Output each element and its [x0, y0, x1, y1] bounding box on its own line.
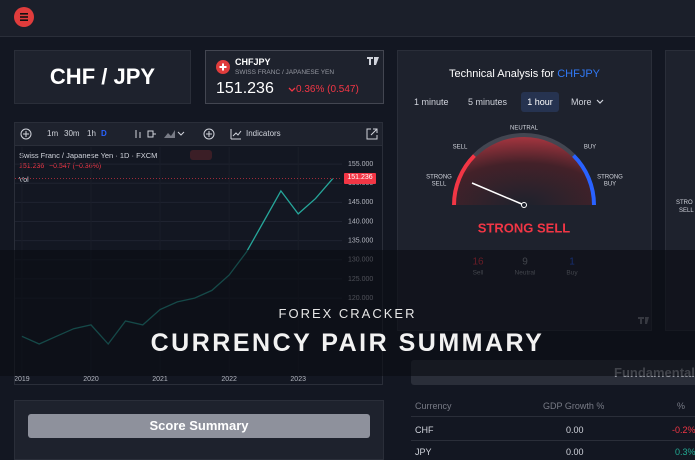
- cell: -0.2%: [672, 425, 695, 435]
- ticker-price: 151.236: [216, 80, 274, 97]
- y-tick-label: 135.000: [348, 238, 373, 245]
- score-panel: Score Summary: [14, 400, 384, 460]
- x-tick-label: 2019: [15, 376, 30, 383]
- side-label: STRO: [676, 200, 693, 206]
- pair-title-box: CHF / JPY: [14, 50, 191, 104]
- interval[interactable]: 1h: [87, 129, 96, 138]
- ticker-symbol: CHFJPY: [235, 57, 271, 67]
- technical-title-text: Technical Analysis for: [448, 68, 555, 80]
- column-header: %: [677, 401, 686, 411]
- fundamental-table: Currency GDP Growth % % CHF 0.00 -0.2% J…: [411, 396, 695, 457]
- x-tick-label: 2022: [221, 376, 237, 383]
- menu-button[interactable]: [13, 6, 35, 28]
- y-tick-label: 155.000: [348, 161, 373, 168]
- last-price-tag: 151.236: [344, 173, 376, 184]
- cell: 0.00: [566, 425, 584, 435]
- interval[interactable]: D: [101, 129, 107, 138]
- row-divider: [411, 440, 695, 441]
- tv-logo: [367, 57, 379, 65]
- legend-volume: Vol: [19, 177, 29, 184]
- x-tick-label: 2021: [152, 376, 168, 383]
- ticker-name: SWISS FRANC / JAPANESE YEN: [235, 69, 335, 76]
- chart-tools[interactable]: [134, 128, 194, 140]
- score-summary-button[interactable]: Score Summary: [28, 414, 370, 438]
- gauge-label: SELL: [453, 145, 468, 151]
- x-tick-label: 2020: [83, 376, 99, 383]
- technical-symbol: CHFJPY: [557, 68, 600, 80]
- last-price-label: 151.236: [347, 174, 373, 181]
- overlay-kicker: FOREX CRACKER: [278, 306, 417, 321]
- gauge-label: BUY: [604, 182, 616, 188]
- pair-title: CHF / JPY: [49, 64, 156, 89]
- legend-title: Swiss Franc / Japanese Yen · 1D · FXCM: [19, 151, 158, 160]
- cell: 0.3%: [675, 447, 695, 457]
- add-symbol[interactable]: [20, 128, 32, 140]
- popout[interactable]: [366, 128, 378, 140]
- cell: 0.00: [566, 447, 584, 457]
- score-summary-label: Score Summary: [149, 418, 249, 433]
- ticker-change: 0.36% (0.547): [296, 84, 359, 95]
- interval[interactable]: 30m: [64, 129, 80, 138]
- legend-change: −0.547 (−0.36%): [49, 163, 102, 170]
- x-tick-label: 2023: [290, 376, 306, 383]
- gauge-label: BUY: [584, 145, 596, 151]
- y-tick-label: 145.000: [348, 199, 373, 206]
- legend-price: 151.236: [19, 163, 45, 170]
- overlay-band: FOREX CRACKER CURRENCY PAIR SUMMARY: [0, 250, 695, 376]
- row-divider: [411, 416, 695, 417]
- gauge-label: STRONG: [426, 175, 452, 181]
- result: STRONG SELL: [478, 220, 571, 235]
- indicators-button[interactable]: Indicators: [246, 129, 281, 138]
- tab-active[interactable]: 1 hour: [521, 92, 559, 112]
- down-arrow: [288, 87, 296, 92]
- tab[interactable]: 1 minute: [414, 97, 449, 107]
- tab[interactable]: More: [571, 97, 592, 107]
- more-chevron: [596, 99, 604, 104]
- legend-badge: [190, 150, 212, 160]
- column-header: GDP Growth %: [543, 401, 605, 411]
- gauge-label: STRONG: [597, 175, 623, 181]
- indicators-icon: [230, 129, 242, 140]
- y-tick-label: 140.000: [348, 218, 373, 225]
- technical-title: Technical Analysis for CHFJPY: [398, 68, 651, 80]
- flag-icon: [216, 60, 230, 74]
- gauge-label: NEUTRAL: [510, 126, 539, 132]
- compare[interactable]: [203, 128, 215, 140]
- overlay-title: CURRENCY PAIR SUMMARY: [150, 329, 545, 357]
- interval[interactable]: 1m: [47, 129, 59, 138]
- cell: CHF: [415, 425, 434, 435]
- tab[interactable]: 5 minutes: [468, 97, 508, 107]
- chart-toolbar: 1m 30m 1h D Indicators: [15, 123, 382, 146]
- side-label: SELL: [679, 208, 694, 214]
- gauge-label: SELL: [432, 182, 447, 188]
- ticker-card[interactable]: CHFJPY SWISS FRANC / JAPANESE YEN 151.23…: [205, 50, 384, 104]
- cell: JPY: [415, 447, 432, 457]
- column-header: Currency: [415, 401, 452, 411]
- top-bar: [0, 0, 695, 37]
- tab: 1 hour: [527, 97, 553, 107]
